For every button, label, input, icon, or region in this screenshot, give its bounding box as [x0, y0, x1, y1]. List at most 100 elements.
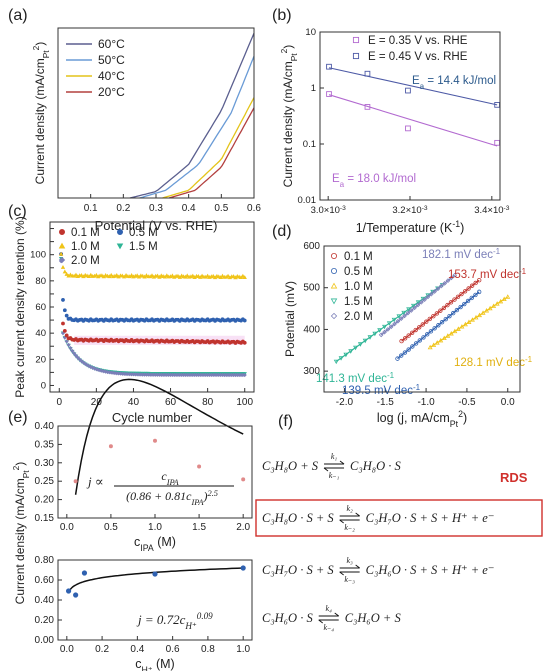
chart-d-point-4 — [435, 286, 441, 292]
chart-a-tick-label-5: 0.6 — [247, 203, 261, 214]
chart-e2-point-0 — [65, 588, 72, 594]
text-span: ) — [460, 221, 464, 235]
reaction-3-k-fwd: k₄ — [326, 604, 333, 613]
chart-c-legend-label-4: 2.0 M — [71, 255, 100, 267]
reaction-1-k-fwd: k₂ — [346, 504, 353, 513]
text-span: ) — [33, 42, 47, 46]
panel-label-c: (c) — [8, 203, 27, 220]
text-span: 182.1 — [422, 249, 451, 261]
chart-e1-formula-den: (0.86 + 0.81cIPA)2.5 — [126, 489, 218, 507]
text-span: 0.09 — [197, 611, 213, 621]
chart-d-point-3 — [391, 317, 397, 323]
chart-c-legend-marker-3 — [116, 243, 124, 250]
chart-b-ytick-label-1: 1 — [311, 83, 316, 94]
text-span: ) — [463, 411, 467, 425]
chart-d-point-0 — [462, 289, 468, 294]
reaction-0-arrow-rev-head — [323, 467, 329, 472]
chart-c-point-2 — [240, 273, 246, 278]
chart-d-point-4 — [425, 294, 431, 300]
text-span: -3 — [504, 205, 510, 212]
text-span: 1/Temperature (K — [356, 221, 453, 235]
chart-d-point-0 — [420, 322, 425, 327]
text-span: Pt — [450, 419, 459, 429]
chart-b-point — [364, 70, 371, 77]
chart-b-ylabel: Current density (mA/cmPt2) — [279, 45, 299, 188]
chart-d-point-1 — [450, 310, 456, 316]
text-span: E — [412, 75, 420, 87]
chart-e2-xtick-label-5: 1.0 — [236, 644, 250, 655]
chart-e1-ytick-label-5: 0.40 — [35, 421, 55, 432]
text-span: E — [332, 173, 340, 185]
chart-d-point-2 — [477, 312, 483, 318]
text-span: -1 — [452, 219, 460, 229]
chart-d-point-4 — [398, 316, 404, 321]
chart-c-point-2 — [64, 271, 69, 276]
text-span: -1 — [387, 371, 395, 380]
chart-b-legend-marker-0 — [352, 36, 360, 44]
text-span: ) — [281, 45, 295, 49]
chart-d-point-1 — [447, 313, 452, 319]
chart-a-series-line-3 — [168, 107, 255, 199]
reaction-2-k-fwd: k₃ — [346, 556, 353, 565]
chart-c-point-2 — [109, 272, 114, 277]
text-span: IPA — [191, 498, 205, 507]
chart-b-point — [405, 125, 411, 132]
chart-d-point-2 — [438, 337, 444, 343]
chart-e2-point-1 — [73, 592, 79, 598]
chart-c-point-1 — [61, 298, 65, 302]
text-span: 141.3 — [316, 373, 345, 385]
chart-c-point-0 — [62, 328, 67, 333]
chart-c-legend-label-3: 1.5 M — [129, 241, 158, 253]
text-span: Current density (mA/cm — [281, 61, 295, 187]
chart-c-point-2 — [196, 274, 201, 278]
chart-d-point-3 — [372, 331, 378, 337]
chart-c-ytick-label-10: 100 — [30, 250, 46, 261]
panel-label-a: (a) — [8, 7, 28, 24]
chart-e1-frame — [57, 425, 253, 519]
text-span: 3.2×10 — [392, 205, 421, 216]
chart-e1-point-0 — [73, 479, 78, 484]
panel-label-f: (f) — [278, 413, 293, 430]
chart-d-point-1 — [465, 298, 471, 304]
chart-c-point-2 — [190, 273, 195, 278]
chart-d-point-4 — [442, 280, 448, 286]
chart-d-point-2 — [445, 333, 451, 338]
text-span: H⁺ — [184, 621, 197, 631]
chart-d-point-3 — [357, 342, 363, 347]
chart-c-point-2 — [79, 272, 84, 277]
chart-d-ylabel: Potential (mV) — [283, 281, 297, 357]
chart-d-xtick-label-0: -2.0 — [336, 397, 354, 408]
chart-d-ytick-label-0: 300 — [303, 366, 320, 377]
chart-d-point-4 — [385, 327, 391, 332]
text-span: Pt — [41, 50, 51, 59]
chart-d-point-4 — [405, 310, 411, 316]
text-span: (M) — [152, 657, 174, 671]
text-span: ) — [202, 489, 207, 503]
text-span: Current density (mA/cm — [13, 478, 27, 604]
chart-b-xtick-label-2: 3.4×10-3 — [474, 205, 510, 217]
reaction-2-right: C₃H₆O · S + S + H⁺ + e⁻ — [366, 563, 495, 577]
chart-c-point-2 — [231, 274, 236, 279]
chart-c-point-4 — [66, 342, 71, 347]
reaction-0-right: C₃H₈O · S — [350, 459, 401, 473]
chart-d-point-3 — [382, 324, 387, 330]
reaction-0-k-fwd: k₁ — [331, 452, 338, 461]
chart-d-point-0 — [427, 316, 432, 322]
chart-d-point-4 — [382, 329, 387, 335]
chart-d-xlabel: log (j, mA/cmPt2) — [377, 409, 467, 429]
chart-d-point-2 — [455, 326, 461, 331]
chart-e1-point-1 — [108, 444, 113, 449]
chart-c-point-2 — [149, 273, 155, 278]
text-span: j = 0.72c — [136, 612, 186, 627]
chart-c-point-2 — [225, 273, 231, 278]
chart-c-point-2 — [164, 273, 170, 278]
chart-d-point-1 — [439, 320, 445, 325]
chart-c-point-2 — [175, 273, 181, 278]
chart-c-frame — [49, 221, 255, 393]
chart-c-legend-marker-4 — [58, 256, 66, 264]
chart-d-point-1 — [410, 344, 415, 349]
chart-c-point-0 — [242, 340, 247, 345]
chart-b-annotation-1: Ea = 18.0 kJ/mol — [332, 173, 416, 189]
